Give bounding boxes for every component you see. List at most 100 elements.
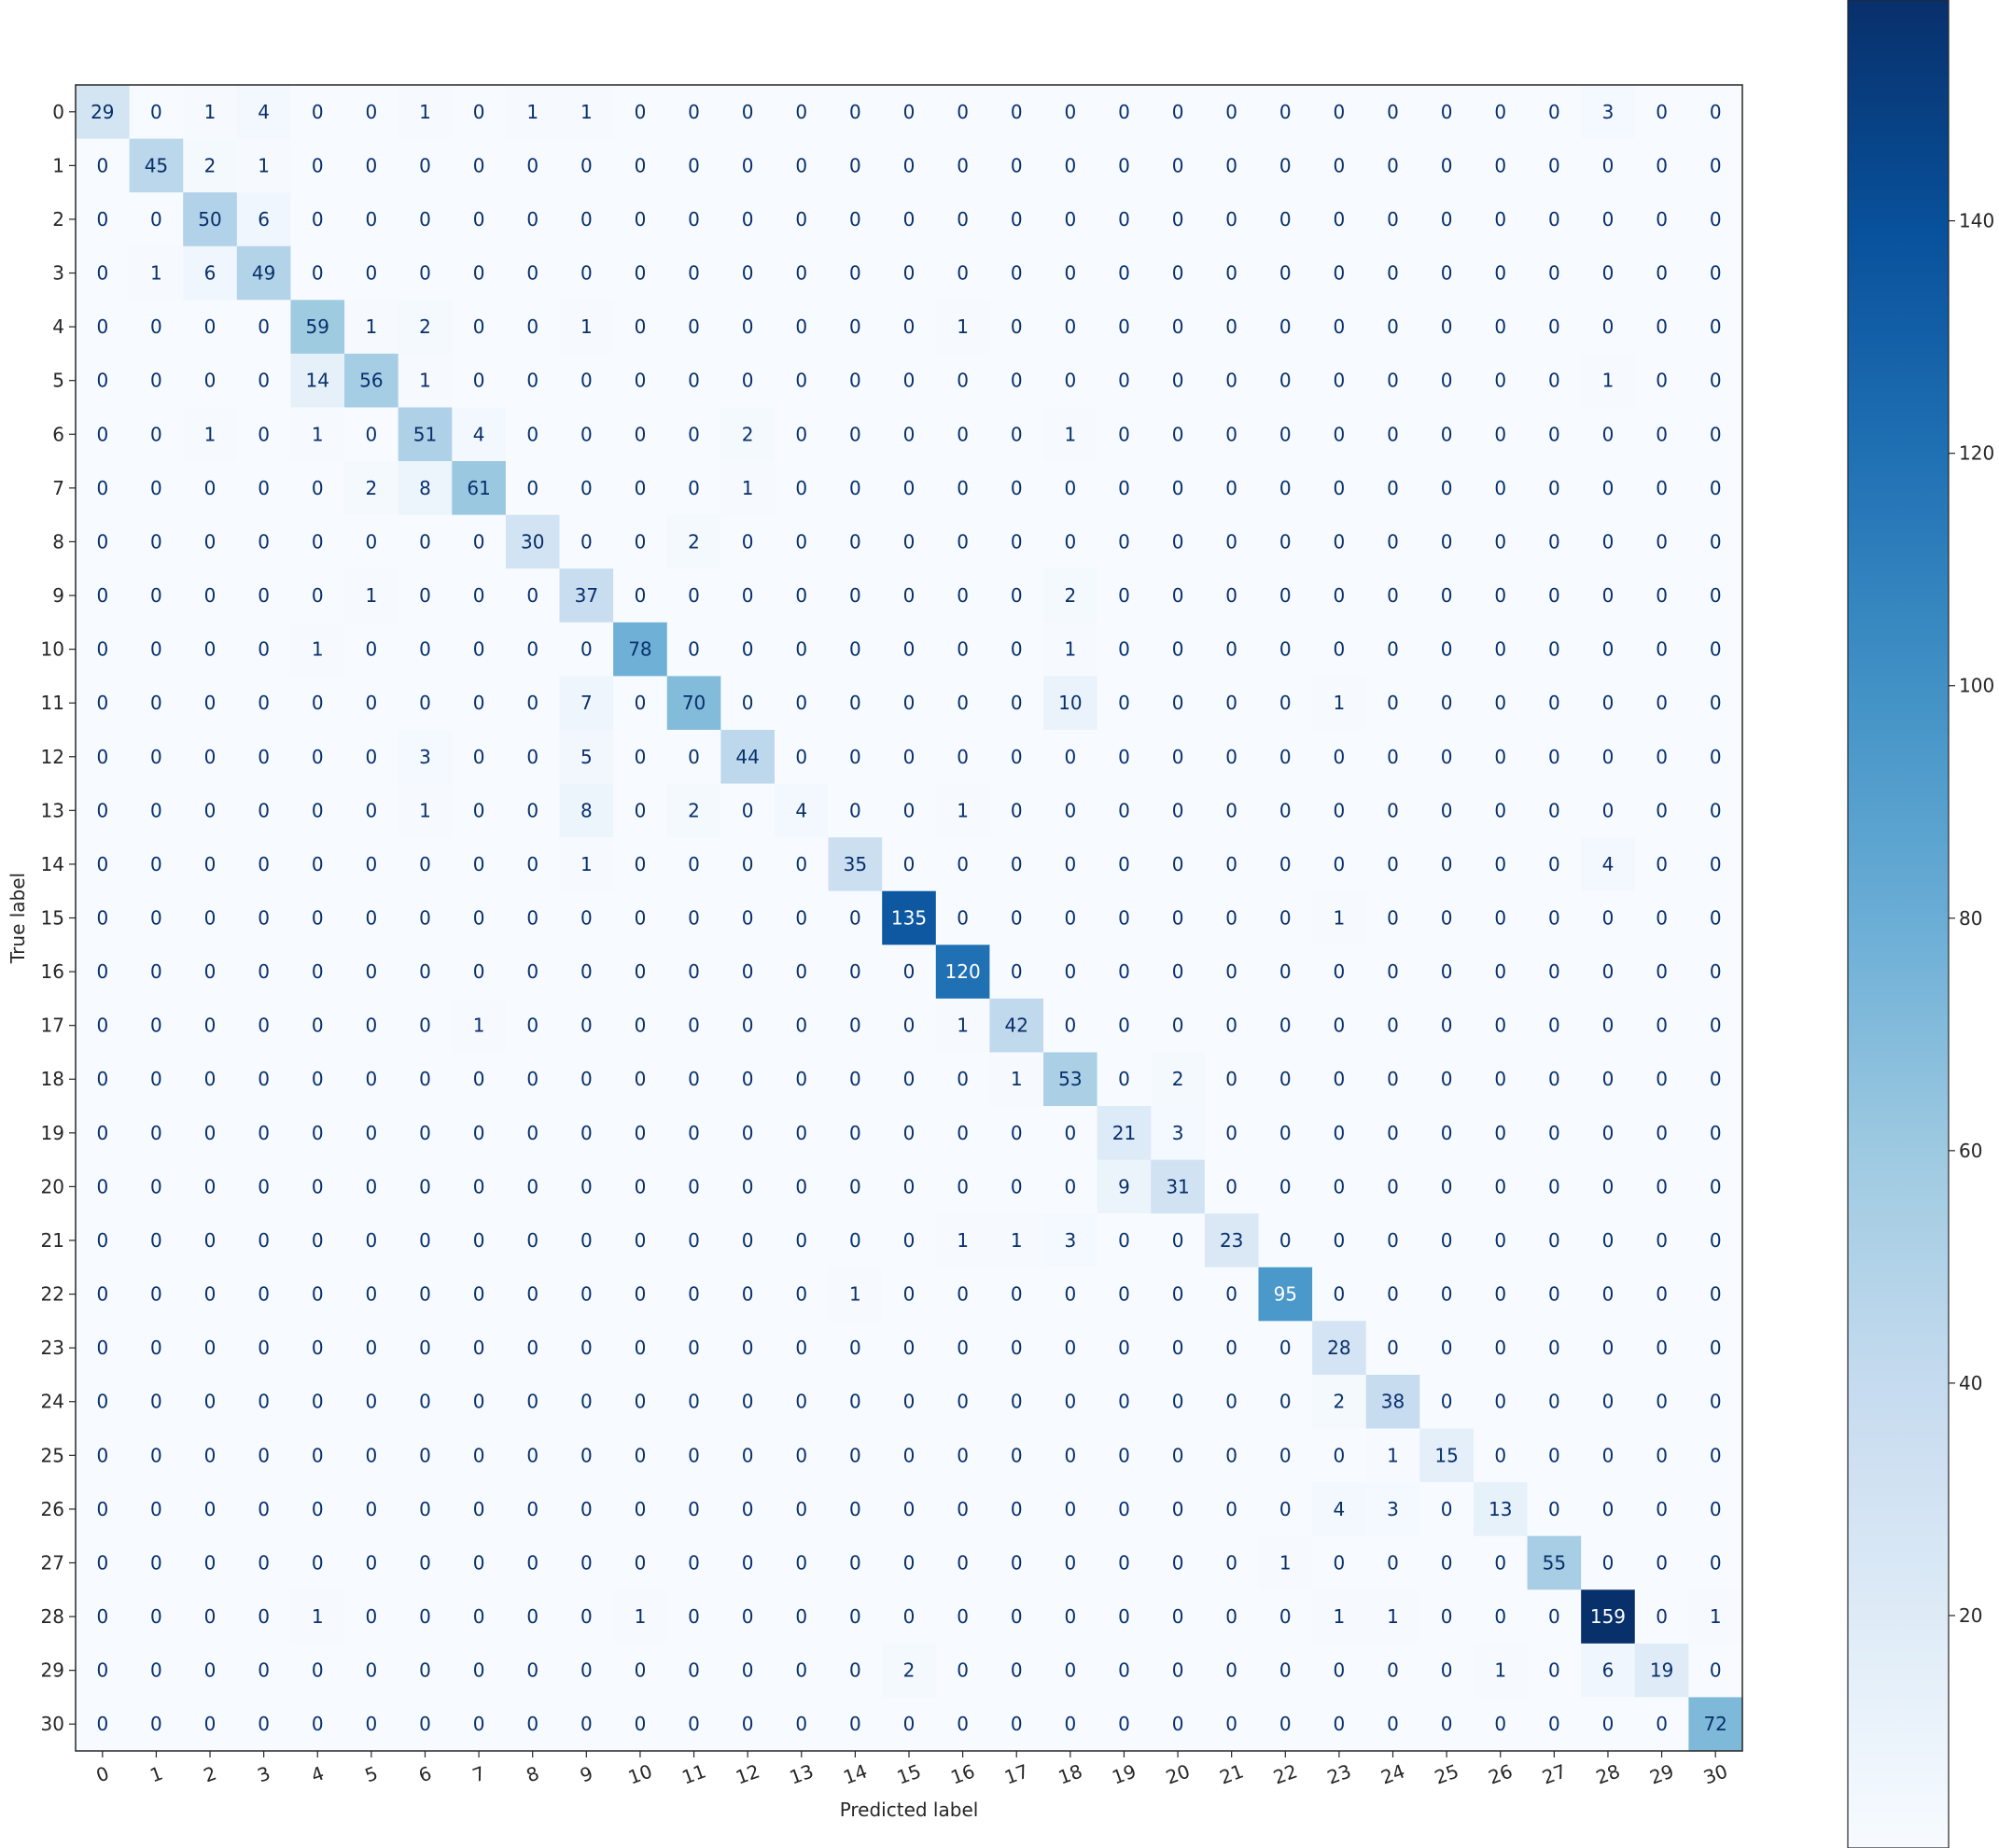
cell-value-label: 0: [366, 423, 378, 445]
cell-value-label: 0: [150, 907, 162, 930]
heatmap-cell: [236, 461, 292, 516]
heatmap-cell: [666, 138, 721, 193]
heatmap-cell: [774, 837, 830, 892]
cell-value-label: 0: [1441, 370, 1453, 392]
heatmap-cell: [1312, 1159, 1367, 1214]
heatmap-cell: [505, 676, 561, 731]
cell-value-label: 0: [1172, 1444, 1184, 1466]
heatmap-cell: [1097, 514, 1152, 569]
heatmap-cell: [1581, 1321, 1636, 1376]
heatmap-cell: [1043, 945, 1098, 1000]
heatmap-cell: [1527, 245, 1582, 301]
cell-value-label: 0: [1602, 530, 1615, 553]
cell-value-label: 0: [635, 692, 647, 714]
heatmap-cell: [1688, 245, 1743, 301]
cell-value-label: 0: [1118, 1229, 1130, 1252]
cell-value-label: 0: [473, 1283, 485, 1306]
cell-value-label: 0: [580, 1015, 593, 1037]
cell-value-label: 0: [1279, 370, 1292, 392]
heatmap-cell: [398, 245, 453, 301]
cell-value-label: 0: [312, 1015, 324, 1037]
cell-value-label: 0: [849, 960, 861, 983]
heatmap-cell: [1365, 998, 1420, 1054]
cell-value-label: 0: [1064, 853, 1076, 875]
cell-value-label: 0: [1494, 1068, 1506, 1090]
x-tick-label: 0: [93, 1762, 112, 1787]
heatmap-cell: [666, 837, 721, 892]
heatmap-cell: [236, 245, 292, 301]
heatmap-cell: [505, 514, 561, 569]
heatmap-cell: [236, 1321, 292, 1376]
cell-value-label: 0: [473, 315, 485, 338]
heatmap-cell: [1365, 622, 1420, 677]
heatmap-cell: [935, 729, 991, 785]
heatmap-cell: [1151, 1643, 1206, 1699]
cell-value-label: 0: [419, 960, 431, 983]
heatmap-cell: [505, 353, 561, 409]
cell-value-label: 0: [526, 1498, 538, 1520]
cell-value-label: 0: [1441, 1068, 1453, 1090]
heatmap-cell: [828, 622, 883, 677]
heatmap-cell: [1151, 353, 1206, 409]
colorbar: [1847, 0, 1950, 1848]
heatmap-cell: [1365, 1052, 1420, 1107]
cell-value-label: 0: [526, 907, 538, 930]
cell-value-label: 0: [903, 960, 916, 983]
heatmap-cell: [1419, 1643, 1475, 1699]
heatmap-cell: [344, 1374, 399, 1430]
heatmap-cell: [398, 568, 453, 623]
heatmap-cell: [1634, 783, 1689, 838]
heatmap-cell: [1365, 1697, 1420, 1752]
cell-value-label: 0: [688, 1068, 700, 1090]
heatmap-cell: [183, 407, 238, 462]
cell-value-label: 0: [795, 1659, 807, 1682]
cell-value-label: 0: [957, 584, 969, 607]
cell-value-label: 0: [150, 1659, 162, 1682]
cell-value-label: 0: [1602, 1068, 1615, 1090]
cell-value-label: 28: [1327, 1337, 1350, 1359]
cell-value-label: 0: [96, 370, 108, 392]
heatmap-cell: [774, 407, 830, 462]
cell-value-label: 0: [903, 1283, 916, 1306]
cell-value-label: 1: [957, 799, 969, 821]
cell-value-label: 0: [204, 1444, 217, 1466]
cell-value-label: 78: [628, 638, 651, 661]
heatmap-cell: [1527, 1535, 1582, 1590]
cell-value-label: 0: [1118, 799, 1130, 821]
heatmap-cell: [1634, 1643, 1689, 1699]
cell-value-label: 0: [688, 1175, 700, 1197]
heatmap-cell: [1312, 676, 1367, 731]
heatmap-cell: [236, 1643, 292, 1699]
heatmap-cell: [1151, 783, 1206, 838]
cell-value-label: 0: [1279, 1498, 1292, 1520]
heatmap-cell: [1258, 1159, 1313, 1214]
heatmap-cell: [613, 783, 668, 838]
cell-value-label: 0: [635, 584, 647, 607]
heatmap-cell: [1688, 945, 1743, 1000]
cell-value-label: 0: [1225, 1551, 1237, 1574]
heatmap-cell: [1365, 192, 1420, 247]
heatmap-cell: [183, 514, 238, 569]
cell-value-label: 0: [258, 530, 270, 553]
cell-value-label: 0: [312, 1337, 324, 1359]
cell-value-label: 0: [1710, 746, 1722, 768]
heatmap-cell: [1043, 85, 1098, 140]
heatmap-cell: [290, 353, 345, 409]
cell-value-label: 0: [526, 208, 538, 231]
cell-value-label: 0: [204, 692, 217, 714]
y-tick-label: 23: [41, 1337, 64, 1359]
cell-value-label: 0: [1172, 638, 1184, 661]
heatmap-cell: [1688, 353, 1743, 409]
cell-value-label: 0: [635, 1229, 647, 1252]
heatmap-cell: [989, 1482, 1044, 1537]
cell-value-label: 3: [1602, 101, 1615, 123]
heatmap-cell: [1688, 461, 1743, 516]
heatmap-cell: [1043, 1589, 1098, 1645]
cell-value-label: 0: [1118, 746, 1130, 768]
cell-value-label: 0: [473, 1713, 485, 1735]
cell-value-label: 0: [204, 1122, 217, 1144]
cell-value-label: 0: [1279, 101, 1292, 123]
cell-value-label: 0: [580, 1551, 593, 1574]
cell-value-label: 0: [419, 1283, 431, 1306]
heatmap-cell: [1419, 192, 1475, 247]
